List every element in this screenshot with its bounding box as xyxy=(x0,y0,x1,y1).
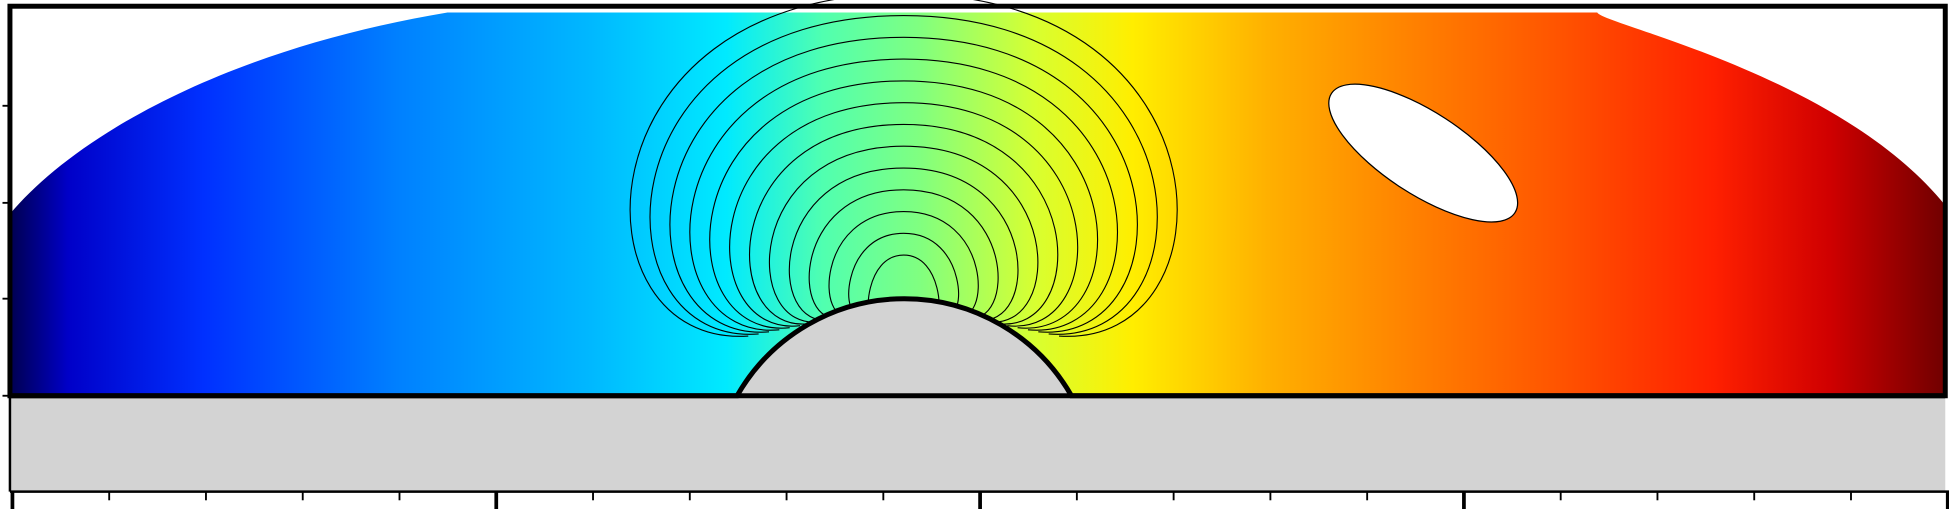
frame xyxy=(7,3,1948,399)
field xyxy=(9,12,1946,396)
contour-line xyxy=(788,167,1019,321)
contour-lines xyxy=(629,0,1178,337)
contour-line xyxy=(749,123,1059,325)
contour-line xyxy=(629,0,1178,337)
contour-line xyxy=(848,232,960,315)
boundary xyxy=(9,296,1946,399)
contour-line xyxy=(649,14,1158,335)
contour-line xyxy=(828,211,979,317)
contour-line xyxy=(709,80,1098,329)
contour-line xyxy=(808,189,999,319)
contour-line xyxy=(768,145,1039,323)
contour-line xyxy=(729,102,1079,327)
contour-line xyxy=(689,58,1118,331)
hole xyxy=(1328,83,1519,223)
contour-line xyxy=(669,36,1138,333)
ticks xyxy=(2,104,1949,509)
